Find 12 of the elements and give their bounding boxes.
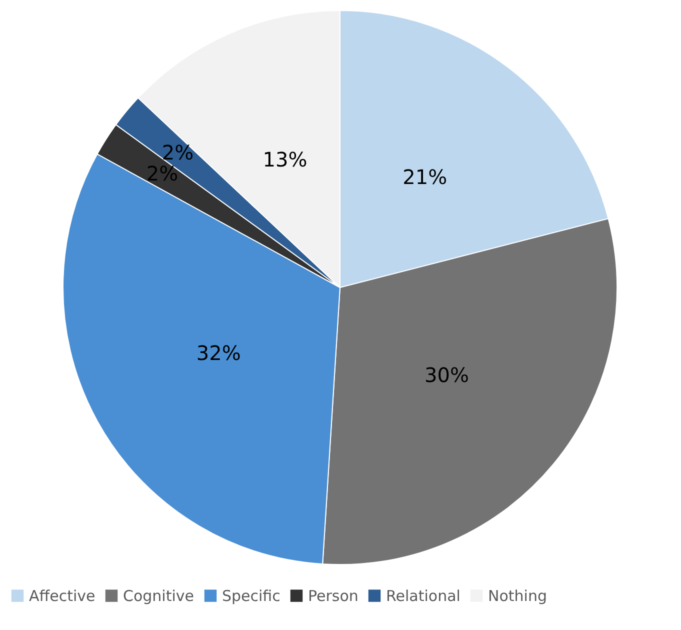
legend-label: Specific: [222, 586, 280, 605]
data-label: 2%: [162, 140, 194, 164]
legend-label: Nothing: [488, 586, 547, 605]
data-label: 32%: [196, 341, 241, 366]
data-label: 21%: [402, 165, 448, 190]
data-label: 30%: [424, 362, 469, 387]
legend-label: Cognitive: [123, 586, 194, 605]
legend-label: Person: [308, 586, 358, 605]
data-label: 13%: [262, 147, 308, 172]
legend-label: Affective: [29, 586, 96, 605]
legend-label: Relational: [386, 586, 460, 605]
data-label: 2%: [146, 162, 178, 186]
